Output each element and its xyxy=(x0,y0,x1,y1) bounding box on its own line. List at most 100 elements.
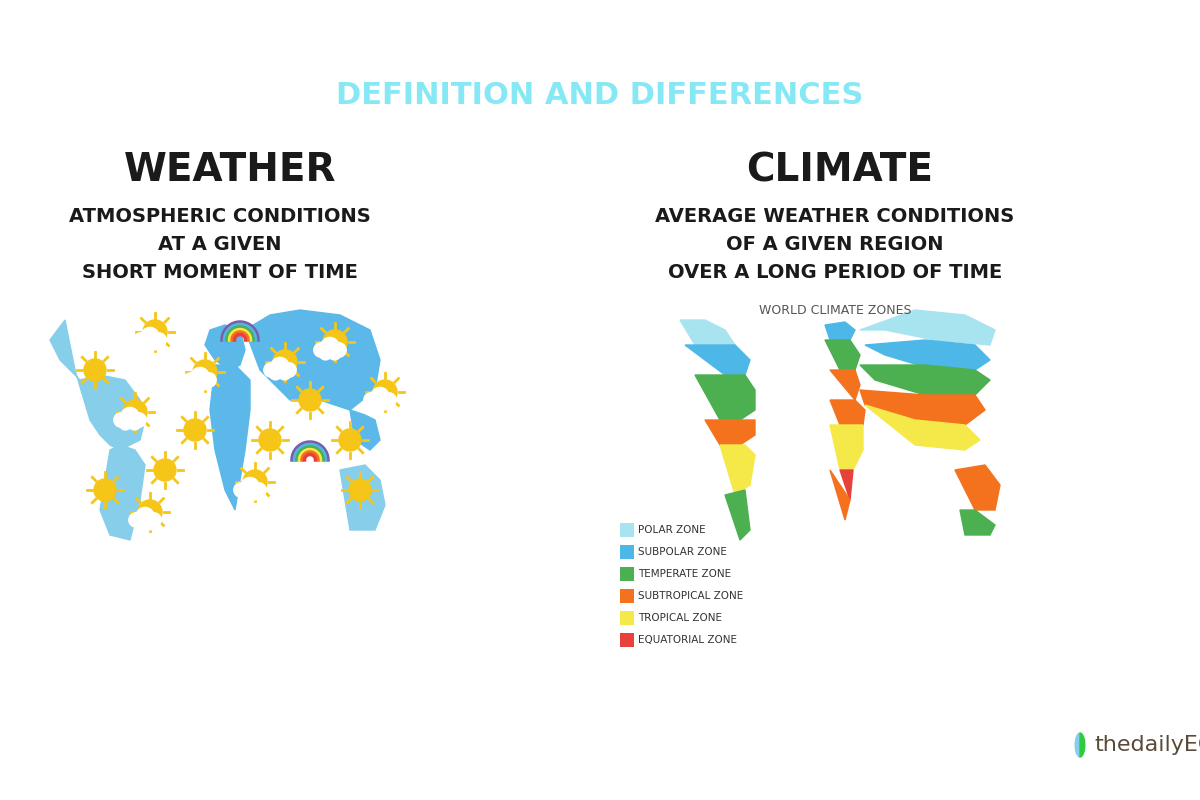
Circle shape xyxy=(149,338,161,350)
Circle shape xyxy=(128,418,140,430)
Polygon shape xyxy=(860,390,985,425)
Circle shape xyxy=(190,378,202,390)
Circle shape xyxy=(314,342,329,357)
Polygon shape xyxy=(685,345,750,375)
Circle shape xyxy=(124,400,148,424)
FancyBboxPatch shape xyxy=(620,567,634,581)
Polygon shape xyxy=(860,365,990,395)
Circle shape xyxy=(119,418,132,430)
Circle shape xyxy=(191,367,209,386)
Polygon shape xyxy=(860,310,995,345)
Circle shape xyxy=(278,367,290,380)
Circle shape xyxy=(378,398,391,410)
Polygon shape xyxy=(350,410,380,450)
Circle shape xyxy=(134,333,149,347)
Polygon shape xyxy=(695,375,755,420)
Circle shape xyxy=(269,367,282,380)
Circle shape xyxy=(274,350,298,374)
Polygon shape xyxy=(340,465,385,530)
FancyBboxPatch shape xyxy=(620,523,634,537)
Circle shape xyxy=(331,342,347,357)
Text: POLAR ZONE: POLAR ZONE xyxy=(638,525,706,535)
Circle shape xyxy=(184,373,198,387)
Text: TROPICAL ZONE: TROPICAL ZONE xyxy=(638,613,722,623)
Circle shape xyxy=(248,487,260,500)
Circle shape xyxy=(370,398,382,410)
Circle shape xyxy=(121,407,139,426)
FancyBboxPatch shape xyxy=(620,589,634,603)
Polygon shape xyxy=(205,325,245,370)
Text: WEATHER: WEATHER xyxy=(124,151,336,189)
Circle shape xyxy=(259,429,281,451)
Polygon shape xyxy=(706,420,755,445)
Circle shape xyxy=(299,389,322,411)
Circle shape xyxy=(322,338,340,355)
Circle shape xyxy=(340,429,361,451)
Circle shape xyxy=(139,338,152,350)
Circle shape xyxy=(154,459,176,481)
Polygon shape xyxy=(830,470,850,520)
Polygon shape xyxy=(955,465,1000,510)
Text: WEATHER VS. CLIMATE: WEATHER VS. CLIMATE xyxy=(262,14,938,66)
Circle shape xyxy=(202,373,216,387)
Circle shape xyxy=(371,387,389,406)
Polygon shape xyxy=(830,425,863,470)
Polygon shape xyxy=(830,370,860,400)
Circle shape xyxy=(329,347,341,360)
Circle shape xyxy=(138,500,162,524)
Circle shape xyxy=(234,482,248,497)
Text: EQUATORIAL ZONE: EQUATORIAL ZONE xyxy=(638,635,737,645)
Polygon shape xyxy=(245,310,380,410)
FancyBboxPatch shape xyxy=(620,611,634,625)
Circle shape xyxy=(114,413,128,427)
FancyBboxPatch shape xyxy=(620,633,634,647)
Polygon shape xyxy=(960,510,995,535)
Circle shape xyxy=(184,419,206,441)
Polygon shape xyxy=(840,470,853,500)
Circle shape xyxy=(349,479,371,501)
Text: CLIMATE: CLIMATE xyxy=(746,151,934,189)
Circle shape xyxy=(128,513,143,527)
Text: WORLD CLIMATE ZONES: WORLD CLIMATE ZONES xyxy=(758,303,911,317)
Text: TEMPERATE ZONE: TEMPERATE ZONE xyxy=(638,569,731,579)
Circle shape xyxy=(152,333,166,347)
FancyBboxPatch shape xyxy=(620,545,634,559)
Text: thedailyECO: thedailyECO xyxy=(1094,735,1200,755)
Circle shape xyxy=(134,518,146,530)
Polygon shape xyxy=(100,445,145,540)
Circle shape xyxy=(84,359,106,381)
Circle shape xyxy=(143,518,156,530)
Circle shape xyxy=(241,478,259,495)
Polygon shape xyxy=(680,320,734,355)
Polygon shape xyxy=(826,340,860,370)
Circle shape xyxy=(239,487,252,500)
Text: DEFINITION AND DIFFERENCES: DEFINITION AND DIFFERENCES xyxy=(336,81,864,110)
Polygon shape xyxy=(720,445,755,495)
Polygon shape xyxy=(865,405,980,450)
Circle shape xyxy=(132,413,146,427)
Circle shape xyxy=(146,513,161,527)
Text: SUBPOLAR ZONE: SUBPOLAR ZONE xyxy=(638,547,727,557)
Polygon shape xyxy=(826,322,854,340)
Polygon shape xyxy=(1075,733,1080,757)
Circle shape xyxy=(242,470,266,494)
Circle shape xyxy=(136,507,154,526)
Circle shape xyxy=(364,393,378,407)
Polygon shape xyxy=(830,400,865,425)
Circle shape xyxy=(373,380,397,404)
Circle shape xyxy=(264,362,278,378)
Circle shape xyxy=(142,327,158,346)
Circle shape xyxy=(198,378,211,390)
Circle shape xyxy=(323,330,347,354)
Circle shape xyxy=(252,482,266,497)
Circle shape xyxy=(271,358,289,375)
Polygon shape xyxy=(210,365,250,510)
Circle shape xyxy=(382,393,396,407)
Polygon shape xyxy=(865,340,990,370)
Polygon shape xyxy=(50,320,145,450)
Circle shape xyxy=(319,347,331,360)
Circle shape xyxy=(143,320,167,344)
Text: AVERAGE WEATHER CONDITIONS
OF A GIVEN REGION
OVER A LONG PERIOD OF TIME: AVERAGE WEATHER CONDITIONS OF A GIVEN RE… xyxy=(655,207,1015,282)
Text: ATMOSPHERIC CONDITIONS
AT A GIVEN
SHORT MOMENT OF TIME: ATMOSPHERIC CONDITIONS AT A GIVEN SHORT … xyxy=(70,207,371,282)
Circle shape xyxy=(94,479,116,501)
